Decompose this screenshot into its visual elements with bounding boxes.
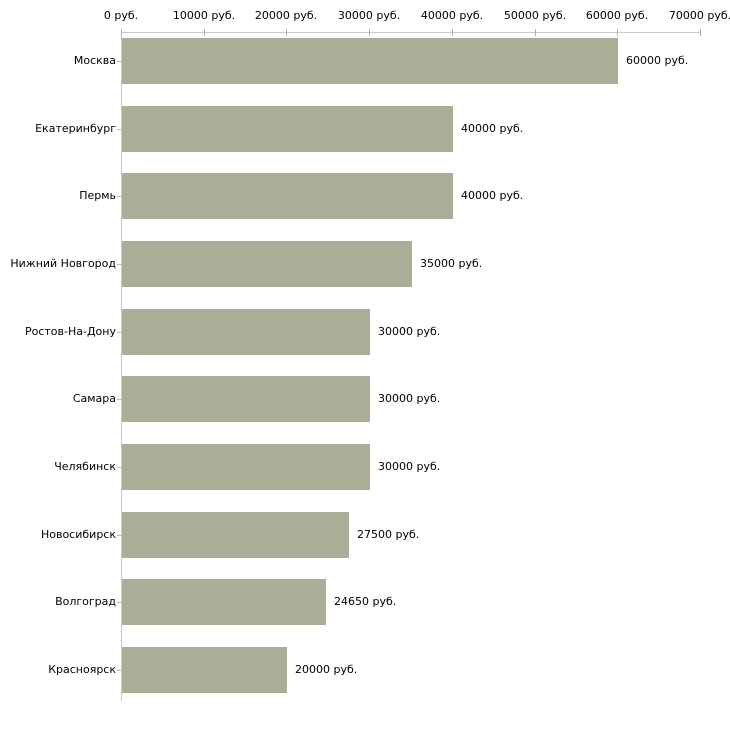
value-label: 27500 руб. — [357, 528, 420, 541]
x-tick-mark — [204, 29, 205, 36]
bar — [122, 647, 287, 693]
category-tick-mark — [117, 332, 124, 333]
x-tick-label: 30000 руб. — [337, 9, 401, 22]
value-label: 24650 руб. — [334, 595, 397, 608]
category-tick-mark — [117, 399, 124, 400]
x-tick-label: 0 руб. — [103, 9, 139, 22]
x-tick-label: 60000 руб. — [585, 9, 649, 22]
x-tick-mark — [617, 29, 618, 36]
category-label: Москва — [73, 54, 116, 67]
category-tick-mark — [117, 196, 124, 197]
x-tick-label: 20000 руб. — [254, 9, 318, 22]
y-axis-line — [121, 32, 122, 701]
category-label: Челябинск — [54, 460, 116, 473]
x-tick-label: 50000 руб. — [503, 9, 567, 22]
value-label: 60000 руб. — [626, 54, 689, 67]
x-tick-label: 10000 руб. — [172, 9, 236, 22]
category-tick-mark — [117, 602, 124, 603]
bar — [122, 241, 412, 287]
value-label: 30000 руб. — [378, 460, 441, 473]
category-label: Самара — [72, 392, 116, 405]
category-tick-mark — [117, 264, 124, 265]
x-axis-line — [121, 32, 701, 33]
value-label: 40000 руб. — [461, 189, 524, 202]
bar — [122, 376, 370, 422]
value-label: 40000 руб. — [461, 122, 524, 135]
category-label: Пермь — [79, 189, 116, 202]
category-label: Нижний Новгород — [10, 257, 116, 270]
value-label: 35000 руб. — [420, 257, 483, 270]
x-tick-mark — [286, 29, 287, 36]
x-tick-mark — [369, 29, 370, 36]
bar — [122, 38, 618, 84]
bar — [122, 579, 326, 625]
category-label: Ростов-На-Дону — [24, 325, 116, 338]
category-label: Волгоград — [55, 595, 116, 608]
category-tick-mark — [117, 129, 124, 130]
bar — [122, 309, 370, 355]
value-label: 30000 руб. — [378, 325, 441, 338]
x-tick-label: 70000 руб. — [668, 9, 730, 22]
category-label: Новосибирск — [40, 528, 116, 541]
value-label: 20000 руб. — [295, 663, 358, 676]
bar — [122, 512, 349, 558]
category-tick-mark — [117, 535, 124, 536]
x-tick-mark — [700, 29, 701, 36]
bar — [122, 173, 453, 219]
x-tick-mark — [535, 29, 536, 36]
bar — [122, 106, 453, 152]
category-tick-mark — [117, 467, 124, 468]
x-tick-mark — [121, 29, 122, 36]
category-tick-mark — [117, 61, 124, 62]
category-label: Екатеринбург — [35, 122, 116, 135]
x-tick-mark — [452, 29, 453, 36]
category-label: Красноярск — [48, 663, 116, 676]
bar — [122, 444, 370, 490]
x-tick-label: 40000 руб. — [420, 9, 484, 22]
category-tick-mark — [117, 670, 124, 671]
value-label: 30000 руб. — [378, 392, 441, 405]
